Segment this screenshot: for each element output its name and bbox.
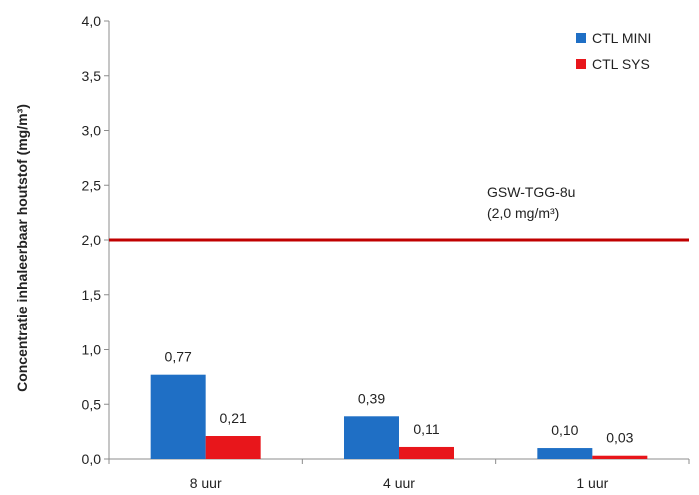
legend-swatch (576, 33, 586, 43)
data-label: 0,11 (413, 421, 439, 437)
data-label: 0,39 (358, 390, 385, 406)
bar (150, 374, 206, 459)
y-tick-label: 1,0 (82, 342, 102, 358)
data-label: 0,03 (606, 430, 633, 446)
x-category-label: 8 uur (190, 475, 222, 490)
y-tick-label: 4,0 (82, 13, 102, 29)
x-category-label: 1 uur (576, 475, 608, 490)
y-tick-label: 2,0 (82, 232, 102, 248)
legend-label: CTL SYS (592, 56, 650, 72)
legend-label: CTL MINI (592, 30, 651, 46)
bar (344, 416, 399, 459)
data-label: 0,10 (551, 422, 578, 438)
y-tick-label: 0,0 (82, 451, 102, 467)
y-axis-title: Concentratie inhaleerbaar houtstof (mg/m… (14, 104, 30, 392)
y-tick-label: 2,5 (82, 177, 102, 193)
bar (399, 446, 454, 459)
x-category-label: 4 uur (383, 475, 415, 490)
bar (537, 448, 593, 459)
y-tick-label: 1,5 (82, 287, 102, 303)
y-tick-label: 3,5 (82, 68, 102, 84)
legend-swatch (576, 59, 586, 69)
reference-line-value-label: (2,0 mg/m³) (487, 205, 559, 221)
y-tick-label: 0,5 (82, 396, 102, 412)
reference-line-label: GSW-TGG-8u (487, 184, 575, 200)
data-label: 0,77 (165, 349, 192, 365)
data-label: 0,21 (220, 410, 247, 426)
bar (205, 436, 261, 459)
bar (592, 455, 648, 459)
y-tick-label: 3,0 (82, 123, 102, 139)
